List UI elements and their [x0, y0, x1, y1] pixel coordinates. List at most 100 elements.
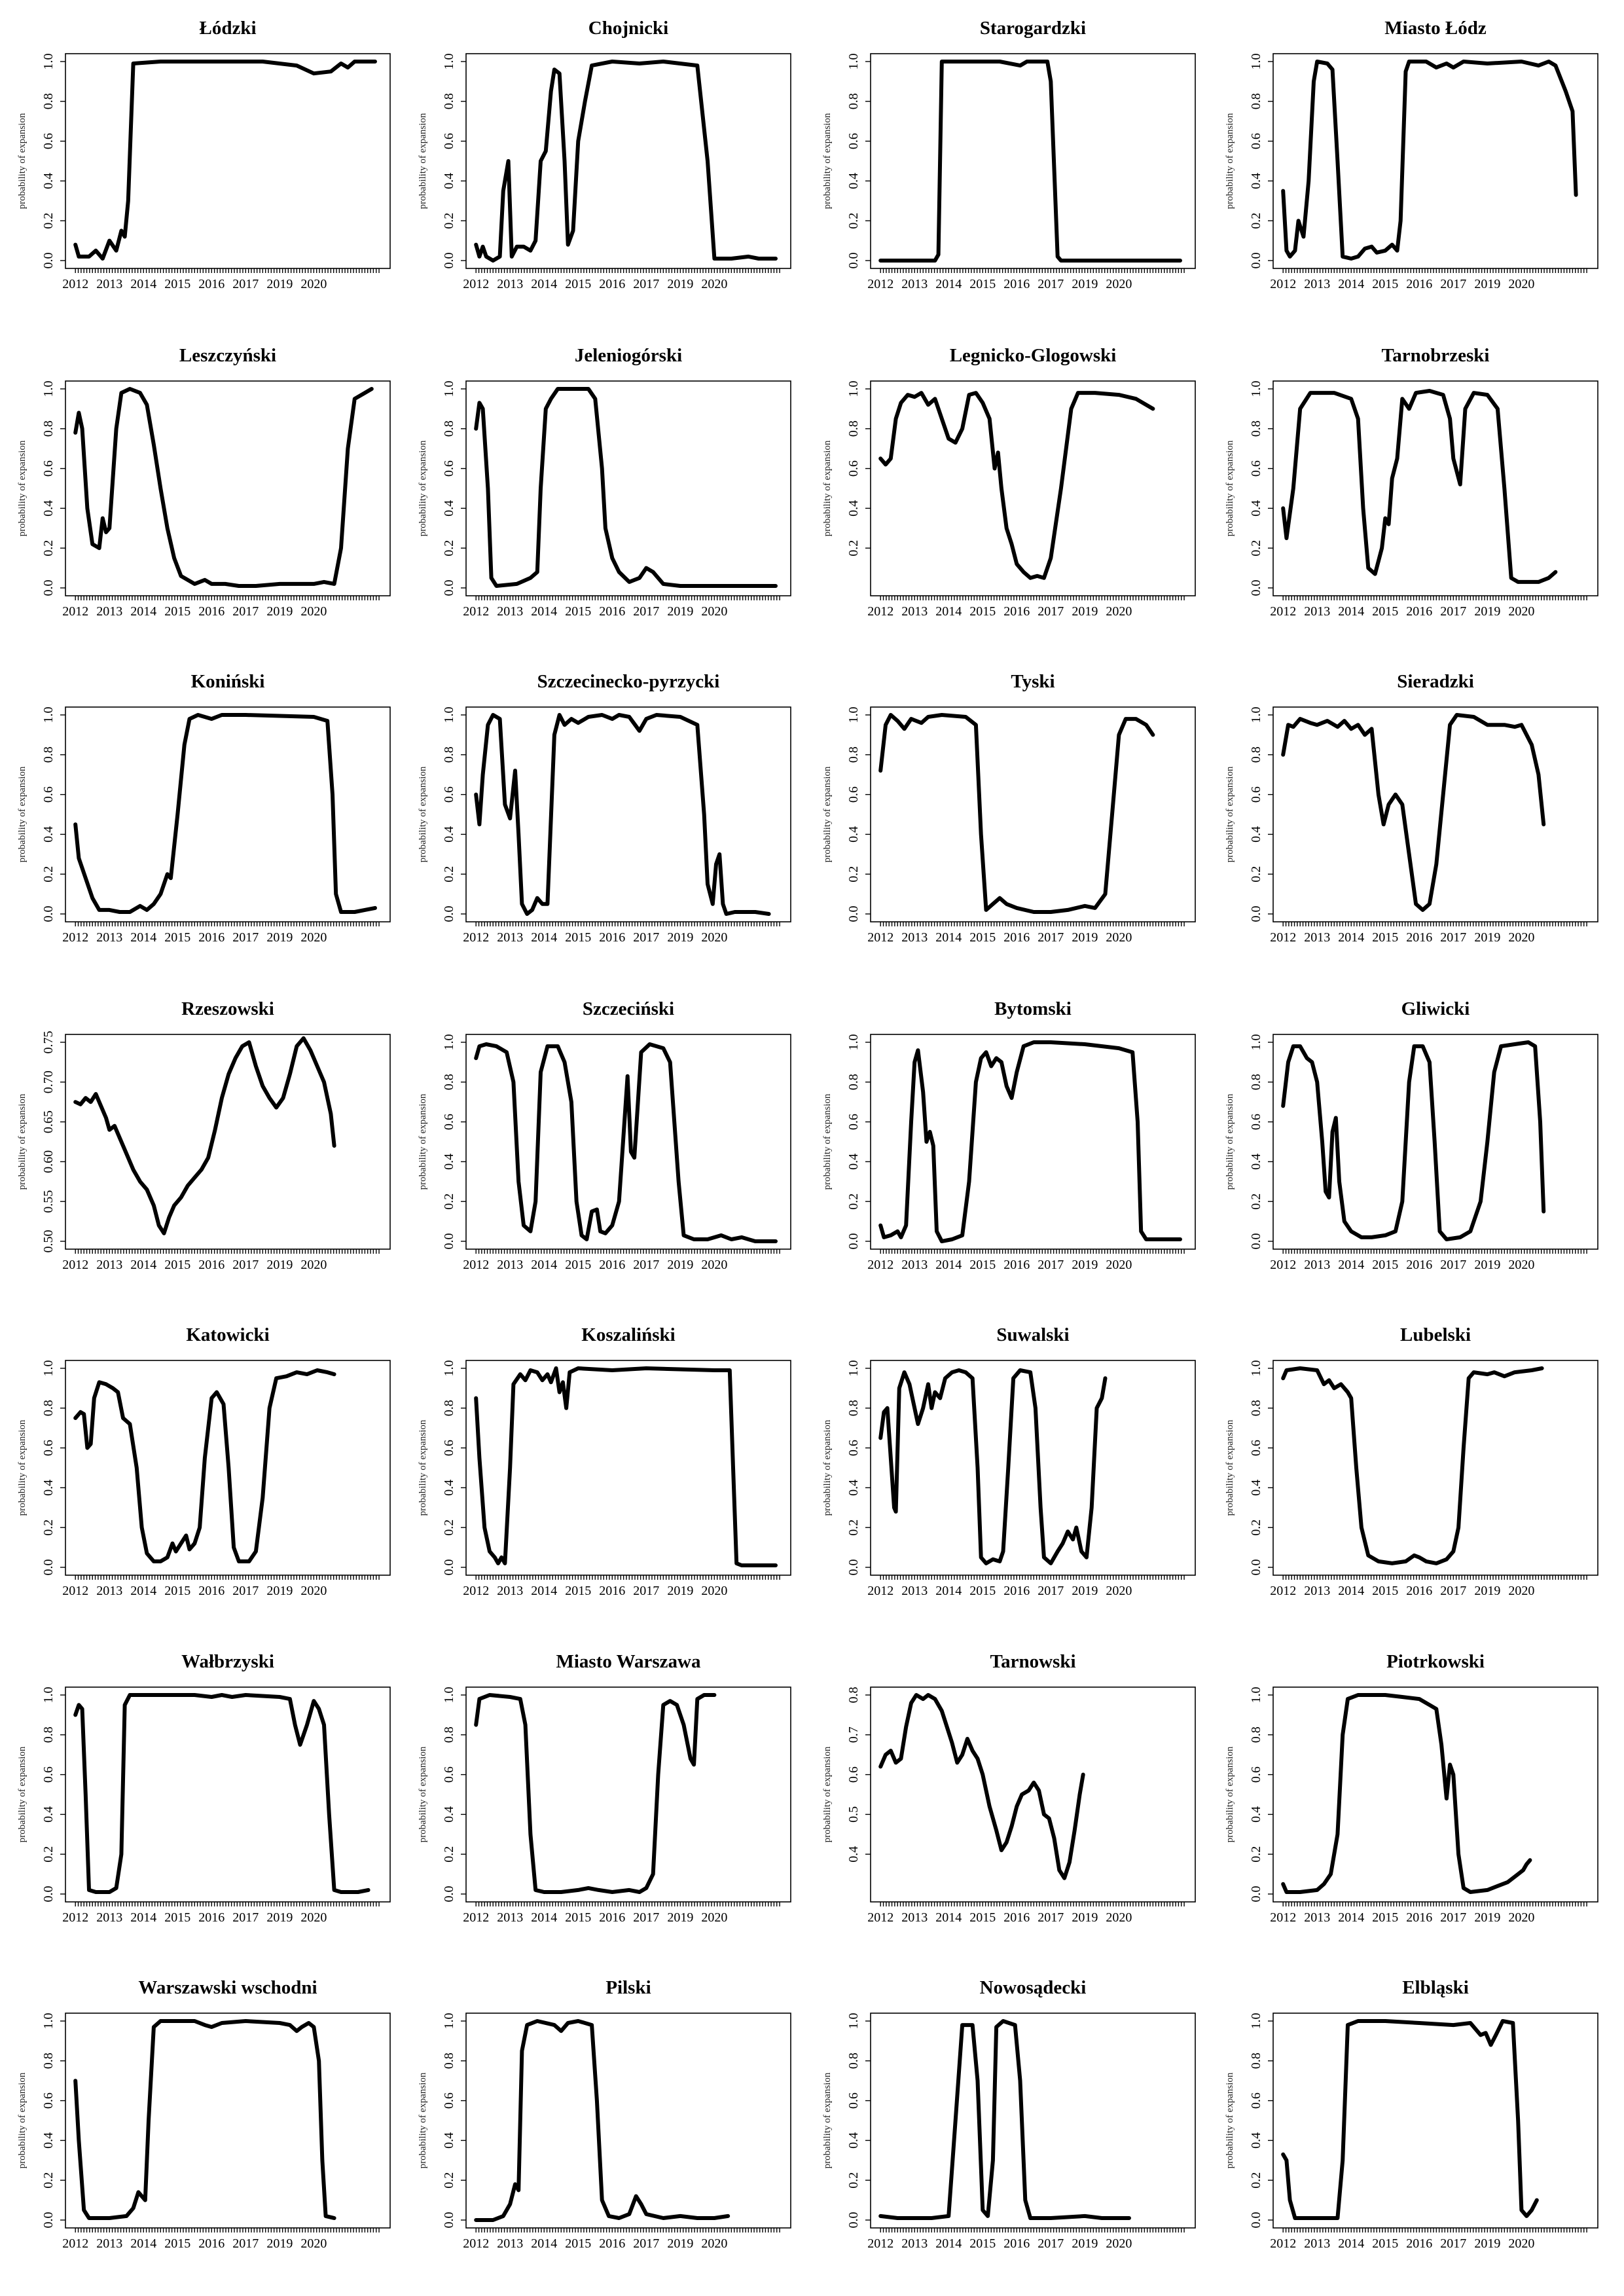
- x-tick-label: 2015: [969, 1258, 996, 1272]
- plot-frame: [465, 1034, 791, 1250]
- x-tick-label: 2020: [701, 930, 727, 945]
- series-line: [474, 2019, 731, 2222]
- y-tick-label: 0.4: [442, 1154, 456, 1170]
- chart-panel: Warszawski wschodni probability of expans…: [17, 1977, 391, 2251]
- x-tick-label: 2014: [130, 2236, 156, 2251]
- y-tick-label: 0.55: [41, 1190, 56, 1213]
- plot-frame: [1272, 1034, 1598, 1250]
- x-tick-label: 2014: [130, 1584, 156, 1598]
- chart-title: Starogardzki: [980, 18, 1086, 39]
- x-tick-label: 2017: [232, 277, 259, 291]
- y-tick-label: 0.0: [442, 253, 456, 269]
- y-tick-label: 1.0: [41, 381, 56, 397]
- y-tick-label: 1.0: [41, 2013, 56, 2030]
- y-axis-label: probability of expansion: [1225, 440, 1235, 536]
- y-tick-label: 0.0: [846, 906, 861, 922]
- y-tick-label: 1.0: [442, 2013, 456, 2030]
- y-tick-label: 0.2: [846, 540, 861, 556]
- x-tick-label: 2015: [1372, 1910, 1398, 1925]
- x-tick-label: 2013: [1304, 1910, 1330, 1925]
- y-axis-label: probability of expansion: [17, 2072, 27, 2168]
- x-tick-label: 2013: [497, 277, 523, 291]
- chart-title: Bytomski: [994, 998, 1072, 1019]
- chart-title: Legnicko-Glogowski: [950, 345, 1117, 366]
- x-tick-label: 2014: [531, 1910, 557, 1925]
- y-tick-label: 0.2: [442, 1520, 456, 1536]
- x-tick-label: 2016: [599, 1910, 625, 1925]
- x-tick-label: 2013: [497, 1584, 523, 1598]
- x-tick-label: 2017: [633, 2236, 659, 2251]
- x-tick-label: 2017: [1038, 930, 1064, 945]
- x-tick-label: 2014: [531, 277, 557, 291]
- y-tick-label: 0.50: [41, 1230, 56, 1253]
- x-tick-label: 2016: [1003, 1584, 1030, 1598]
- y-tick-label: 0.4: [41, 500, 56, 517]
- x-tick-label: 2012: [62, 930, 88, 945]
- series-line: [1281, 2019, 1539, 2220]
- x-tick-label: 2013: [497, 1258, 523, 1272]
- x-tick-label: 2019: [266, 2236, 293, 2251]
- y-axis-label: probability of expansion: [418, 766, 428, 862]
- x-tick-label: 2012: [62, 604, 88, 619]
- y-tick-label: 0.8: [1249, 1400, 1263, 1416]
- chart-title: Tarnobrzeski: [1382, 345, 1490, 366]
- y-tick-label: 0.0: [1249, 1233, 1263, 1250]
- y-axis-label: probability of expansion: [822, 1093, 833, 1190]
- y-tick-label: 0.2: [1249, 2172, 1263, 2189]
- chart-panel: Tarnowski probability of expansion 0.4 0.5 0…: [822, 1651, 1196, 1925]
- y-axis-label: probability of expansion: [17, 440, 27, 536]
- x-tick-label: 2015: [164, 1584, 190, 1598]
- x-tick-label: 2014: [130, 1258, 156, 1272]
- y-axis-label: probability of expansion: [418, 1419, 428, 1516]
- x-tick-label: 2014: [531, 1258, 557, 1272]
- plot-frame: [870, 2013, 1196, 2229]
- y-tick-label: 0.0: [1249, 580, 1263, 596]
- x-tick-label: 2017: [232, 930, 259, 945]
- y-tick-label: 0.4: [846, 1480, 861, 1496]
- y-tick-label: 0.8: [1249, 2052, 1263, 2069]
- x-tick-label: 2016: [198, 1910, 225, 1925]
- y-tick-label: 0.4: [1249, 826, 1263, 843]
- y-tick-label: 0.4: [846, 500, 861, 517]
- series-line: [474, 1693, 717, 1894]
- x-tick-label: 2017: [1038, 604, 1064, 619]
- plot-frame: [1272, 706, 1598, 922]
- y-axis-label: probability of expansion: [822, 113, 833, 209]
- chart-title: Tarnowski: [990, 1651, 1075, 1672]
- y-tick-label: 0.6: [442, 133, 456, 149]
- chart-panel: Sieradzki probability of expansion 0.0 0.2 0…: [1225, 671, 1598, 945]
- x-tick-label: 2012: [62, 2236, 88, 2251]
- x-tick-label: 2016: [599, 1584, 625, 1598]
- x-tick-label: 2013: [1304, 604, 1330, 619]
- series-line: [474, 60, 778, 263]
- x-tick-label: 2016: [198, 930, 225, 945]
- x-tick-label: 2017: [1440, 2236, 1466, 2251]
- series-line: [73, 60, 377, 261]
- plot-frame: [870, 53, 1196, 269]
- y-tick-label: 0.2: [1249, 1846, 1263, 1863]
- x-tick-label: 2019: [667, 1584, 693, 1598]
- y-tick-label: 0.8: [1249, 746, 1263, 763]
- series-line: [1281, 1040, 1546, 1241]
- y-tick-label: 1.0: [41, 1687, 56, 1704]
- x-tick-label: 2020: [1508, 1584, 1534, 1598]
- x-tick-label: 2017: [232, 1584, 259, 1598]
- y-tick-label: 0.6: [442, 1114, 456, 1130]
- y-tick-label: 0.2: [1249, 1520, 1263, 1536]
- y-tick-label: 0.6: [41, 786, 56, 803]
- y-tick-label: 0.8: [41, 2052, 56, 2069]
- x-tick-label: 2013: [1304, 930, 1330, 945]
- y-axis-label: probability of expansion: [1225, 1419, 1235, 1516]
- x-tick-label: 2016: [1406, 1584, 1432, 1598]
- y-axis-label: probability of expansion: [418, 2072, 428, 2168]
- y-tick-label: 1.0: [1249, 707, 1263, 723]
- chart-panel: Chojnicki probability of expansion 0.0 0.2 0…: [418, 18, 791, 291]
- x-tick-label: 2012: [62, 277, 88, 291]
- x-tick-label: 2019: [1474, 1258, 1500, 1272]
- x-tick-label: 2016: [1406, 277, 1432, 291]
- y-tick-label: 0.2: [846, 2172, 861, 2189]
- y-tick-label: 0.6: [846, 1766, 861, 1783]
- chart-title: Miasto Łódz: [1384, 18, 1487, 39]
- y-tick-label: 0.6: [442, 1766, 456, 1783]
- y-tick-label: 0.8: [442, 420, 456, 437]
